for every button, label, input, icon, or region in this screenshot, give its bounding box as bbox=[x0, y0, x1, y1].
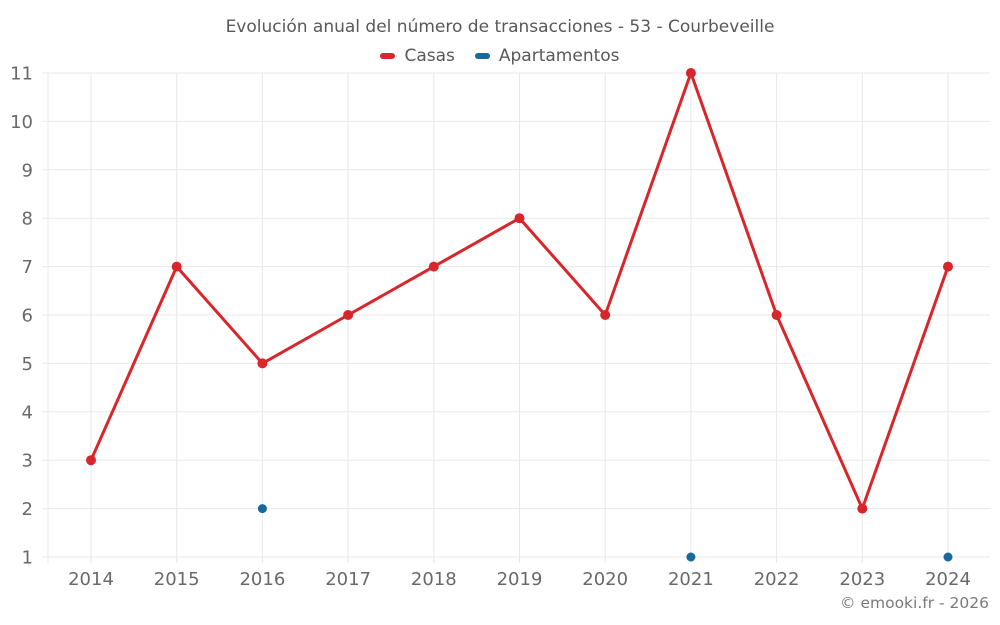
legend-label-apartamentos: Apartamentos bbox=[498, 46, 620, 66]
data-point-apartamentos bbox=[257, 504, 267, 514]
data-point-casas bbox=[685, 68, 696, 78]
x-tick-label: 2018 bbox=[411, 569, 457, 590]
data-point-casas bbox=[86, 455, 96, 466]
y-tick-label: 3 bbox=[22, 451, 33, 472]
data-point-casas bbox=[428, 261, 439, 272]
x-tick-label: 2016 bbox=[239, 569, 285, 590]
legend-label-casas: Casas bbox=[404, 46, 455, 66]
y-tick-label: 5 bbox=[22, 354, 33, 375]
x-tick-label: 2022 bbox=[754, 569, 800, 590]
data-point-casas bbox=[600, 310, 611, 320]
y-tick-label: 11 bbox=[10, 64, 33, 85]
y-tick-label: 6 bbox=[22, 306, 33, 327]
footer-credit: © emooki.fr - 2026 bbox=[840, 594, 989, 612]
y-tick-label: 1 bbox=[22, 548, 33, 569]
x-tick-label: 2014 bbox=[68, 569, 114, 590]
y-tick-label: 4 bbox=[22, 402, 33, 423]
data-point-casas bbox=[771, 310, 782, 320]
legend-marker-apartamentos bbox=[474, 53, 490, 59]
y-tick-label: 8 bbox=[22, 209, 33, 230]
data-point-casas bbox=[857, 503, 868, 514]
legend-marker-casas bbox=[380, 53, 396, 59]
x-tick-label: 2019 bbox=[497, 569, 543, 590]
x-tick-label: 2023 bbox=[839, 569, 885, 590]
y-tick-label: 9 bbox=[22, 160, 33, 181]
data-point-casas bbox=[943, 261, 953, 272]
legend-item-apartamentos[interactable]: Apartamentos bbox=[474, 46, 620, 66]
x-tick-label: 2021 bbox=[668, 569, 714, 590]
data-point-casas bbox=[257, 358, 268, 369]
chart-legend: Casas Apartamentos bbox=[0, 45, 1000, 67]
data-point-casas bbox=[514, 213, 525, 224]
legend-item-casas[interactable]: Casas bbox=[380, 46, 455, 66]
x-tick-label: 2015 bbox=[154, 569, 200, 590]
x-tick-label: 2017 bbox=[325, 569, 371, 590]
y-tick-label: 10 bbox=[10, 112, 33, 133]
x-tick-label: 2020 bbox=[582, 569, 628, 590]
x-tick-label: 2024 bbox=[925, 569, 971, 590]
data-point-apartamentos bbox=[686, 552, 696, 562]
data-point-casas bbox=[343, 310, 354, 320]
y-tick-label: 7 bbox=[22, 257, 33, 278]
data-point-casas bbox=[171, 261, 182, 272]
chart-title: Evolución anual del número de transaccio… bbox=[225, 17, 775, 37]
y-tick-label: 2 bbox=[22, 499, 33, 520]
data-point-apartamentos bbox=[943, 552, 953, 562]
